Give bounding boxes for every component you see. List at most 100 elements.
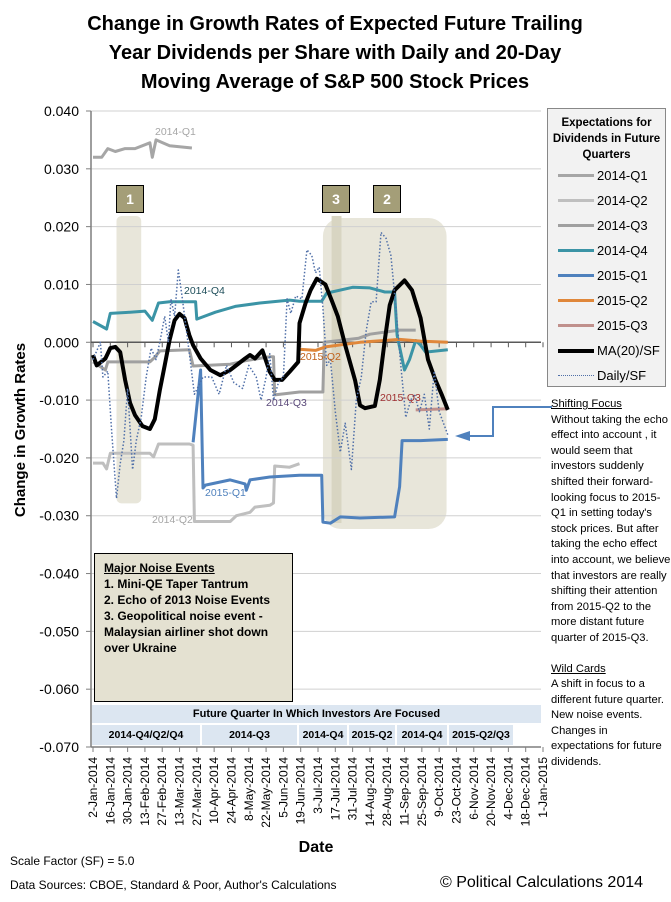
event-bands [116,215,447,530]
x-tick-label: 11-Sep-2014 [398,757,412,826]
x-tick-label: 18-Dec-2014 [519,757,533,827]
scale-factor-note: Scale Factor (SF) = 5.0 [10,854,135,868]
legend-label: 2015-Q3 [597,318,648,333]
noise-events-heading: Major Noise Events [104,561,215,575]
x-tick-label: 1-Jan-2015 [536,757,550,818]
legend-item: 2014-Q1 [548,163,665,188]
event-band-1 [116,215,142,504]
x-tick-label: 19-Jun-2014 [294,757,308,825]
copyright-note: © Political Calculations 2014 [440,874,644,891]
x-tick-label: 3-Jul-2014 [311,757,325,814]
x-tick-label: 9-Oct-2014 [432,757,446,817]
legend-label: 2014-Q4 [597,243,648,258]
series-label: 2015-Q1 [205,487,246,499]
wild-cards-text: A shift in focus to a different future q… [551,678,664,769]
event-marker-1: 1 [116,185,144,213]
data-sources-note: Data Sources: CBOE, Standard & Poor, Aut… [10,878,337,892]
legend: Expectations for Dividends in Future Qua… [547,108,666,387]
x-axis-label: Date [299,839,334,856]
legend-title: Expectations for Dividends in Future Qua… [552,117,661,161]
x-tick-label: 10-Apr-2014 [207,757,221,824]
series-label: 2014-Q3 [266,397,307,409]
focus-cell: 2014-Q4 [299,725,347,745]
legend-item: 2015-Q2 [548,288,665,313]
x-tick-label: 20-Nov-2014 [484,757,498,827]
legend-swatch [558,299,594,302]
series-label: 2014-Q4 [184,285,225,297]
legend-label: 2014-Q2 [597,193,648,208]
side-notes: Shifting Focus Without taking the echo e… [551,397,671,771]
x-tick-label: 25-Sep-2014 [415,757,429,827]
legend-swatch [558,249,594,252]
y-tick-label: 0.030 [44,161,79,177]
series-labels: 2014-Q1 2014-Q4 2014-Q3 2015-Q1 2014-Q2 2015-… [152,126,421,526]
y-tick-label: 0.020 [44,219,79,235]
title-line: Change in Growth Rates of Expected Futur… [87,13,583,35]
series-line-2015-q1 [191,368,448,525]
series-line-2015-q2 [299,337,448,352]
legend-label: MA(20)/SF [597,343,660,358]
series-line-daily-sf [92,231,449,500]
legend-item: 2015-Q1 [548,263,665,288]
legend-swatch [558,348,594,353]
legend-item: 2015-Q3 [548,313,665,338]
x-tick-label: 23-Oct-2014 [449,757,463,824]
legend-item: 2014-Q2 [548,188,665,213]
focus-cell: 2015-Q2 [349,725,395,745]
noise-events-box: Major Noise Events 1. Mini-QE Taper Tant… [94,553,293,702]
noise-event-item: 3. Geopolitical noise event - Malaysian … [104,609,269,655]
chart-title: Change in Growth Rates of Expected Futur… [20,10,650,97]
y-tick-label: 0.010 [44,276,79,292]
series-lines [91,138,450,525]
y-axis-label: Change in Growth Rates [12,343,29,517]
wild-cards-heading: Wild Cards [551,662,606,675]
x-tick-label: 5-Jun-2014 [276,757,290,818]
focus-cell: 2014-Q4/Q2/Q4 [92,725,200,745]
legend-swatch [558,324,594,327]
legend-swatch [558,199,594,202]
axes: 0.040 0.030 0.020 0.010 0.000 -0.010 -0.020 -0.… [39,103,550,828]
x-tick-label: 24-Apr-2014 [224,757,238,824]
event-marker-2: 2 [373,185,401,213]
event-band-3 [331,215,342,524]
x-tick-label: 27-Feb-2014 [155,757,169,826]
focus-table-heading: Future Quarter In Which Investors Are Fo… [92,705,541,723]
y-tick-label: 0.040 [44,103,79,119]
y-tick-label: 0.000 [44,334,79,350]
title-line: Year Dividends per Share with Daily and … [108,42,562,64]
x-tick-label: 30-Jan-2014 [121,757,135,825]
series-label: 2014-Q2 [152,514,193,526]
focus-cell: 2014-Q3 [202,725,297,745]
legend-item: 2014-Q4 [548,238,665,263]
x-tick-label: 22-May-2014 [259,757,273,828]
x-tick-label: 2-Jan-2014 [86,757,100,818]
noise-event-item: 2. Echo of 2013 Noise Events [104,593,271,607]
x-tick-label: 31-Jul-2014 [346,757,360,821]
series-label: 2015-Q2 [300,351,341,363]
legend-swatch [558,174,594,177]
y-tick-label: -0.010 [39,392,79,408]
legend-label: 2015-Q2 [597,293,648,308]
arrow-line [468,406,552,437]
y-tick-label: -0.070 [39,739,79,755]
gridlines [91,110,541,748]
x-tick-label: 6-Nov-2014 [467,757,481,820]
legend-label: 2014-Q3 [597,218,648,233]
series-line-2014-q1 [93,138,193,159]
legend-label: Daily/SF [597,368,647,383]
event-marker-3: 3 [322,185,350,213]
legend-label: 2014-Q1 [597,168,648,183]
y-tick-label: -0.020 [39,450,79,466]
y-tick-label: -0.040 [39,566,79,582]
x-tick-label: 28-Aug-2014 [380,757,394,827]
legend-item: Daily/SF [548,363,665,388]
title-line: Moving Average of S&P 500 Stock Prices [140,71,530,93]
noise-event-item: 1. Mini-QE Taper Tantrum [104,577,249,591]
series-line-2014-q2 [93,442,300,523]
legend-swatch [558,224,594,227]
shifting-focus-heading: Shifting Focus [551,398,622,410]
shifting-focus-arrow [455,406,552,441]
x-tick-label: 16-Jan-2014 [103,757,117,825]
